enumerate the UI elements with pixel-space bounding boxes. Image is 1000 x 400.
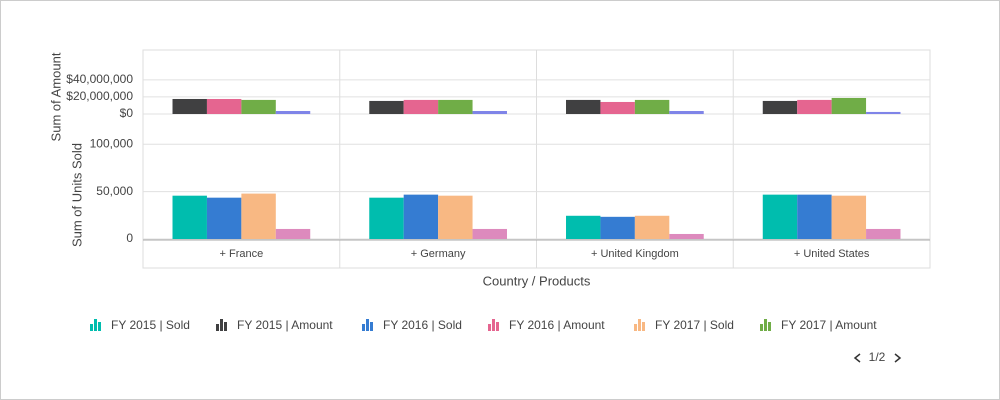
bar: [762, 194, 798, 239]
bar: [600, 101, 635, 114]
x-tick-label: + United Kingdom: [591, 248, 679, 260]
bar: [206, 98, 242, 114]
bar: [600, 216, 635, 239]
legend-icon: [638, 319, 641, 331]
legend-icon: [220, 319, 223, 331]
legend-icon: [216, 324, 219, 331]
y-axis-label: Sum of Units Sold: [69, 143, 84, 247]
legend-icon: [370, 322, 373, 331]
legend-label: FY 2016 | Sold: [383, 318, 462, 332]
pager-next[interactable]: [894, 353, 902, 363]
legend-icon: [224, 322, 227, 331]
bar: [275, 111, 311, 114]
bar: [831, 195, 867, 239]
x-tick-label: + United States: [794, 248, 870, 260]
bar: [241, 99, 276, 114]
legend-icon: [90, 324, 93, 331]
bar: [472, 111, 507, 114]
bar: [172, 98, 207, 114]
legend-label: FY 2015 | Sold: [111, 318, 190, 332]
bar: [669, 111, 704, 114]
legend-icon: [488, 324, 491, 331]
bar: [566, 215, 601, 239]
bar: [369, 100, 404, 114]
legend-icon: [642, 322, 645, 331]
pager-label: 1/2: [869, 350, 886, 364]
y-axis-label: Sum of Amount: [48, 52, 63, 141]
bar: [403, 99, 439, 114]
legend-icon: [366, 319, 369, 331]
y-tick-label: 100,000: [90, 136, 134, 150]
bar: [172, 195, 207, 239]
bar: [669, 233, 704, 239]
legend-icon: [362, 324, 365, 331]
bar: [797, 194, 832, 239]
legend-icon: [94, 319, 97, 331]
x-tick-label: + France: [220, 248, 264, 260]
legend-icon: [764, 319, 767, 331]
bar: [831, 97, 867, 114]
bar: [797, 99, 832, 114]
bar: [403, 194, 439, 239]
bar: [241, 193, 276, 239]
y-tick-label: 0: [126, 231, 133, 245]
bar: [438, 195, 473, 239]
bar: [634, 215, 670, 239]
y-tick-label: $40,000,000: [66, 72, 133, 86]
pager-prev[interactable]: [853, 353, 861, 363]
legend-label: FY 2016 | Amount: [509, 318, 605, 332]
legend-icon: [760, 324, 763, 331]
bar: [634, 99, 670, 114]
legend-label: FY 2015 | Amount: [237, 318, 333, 332]
bar: [472, 228, 507, 239]
legend-label: FY 2017 | Amount: [781, 318, 877, 332]
bar: [206, 197, 242, 239]
legend-icon: [768, 322, 771, 331]
bar: [866, 111, 901, 114]
legend-icon: [492, 319, 495, 331]
bar: [369, 197, 404, 239]
y-tick-label: 50,000: [96, 184, 133, 198]
bar: [275, 228, 311, 239]
bar: [866, 228, 901, 239]
legend-icon: [496, 322, 499, 331]
legend-icon: [98, 322, 101, 331]
legend-label: FY 2017 | Sold: [655, 318, 734, 332]
legend-icon: [634, 324, 637, 331]
y-tick-label: $20,000,000: [66, 89, 133, 103]
y-tick-label: $0: [120, 106, 134, 120]
bar: [438, 99, 473, 114]
bar: [566, 99, 601, 114]
x-axis-label: Country / Products: [483, 273, 591, 288]
x-tick-label: + Germany: [411, 248, 466, 260]
bar: [762, 100, 798, 114]
